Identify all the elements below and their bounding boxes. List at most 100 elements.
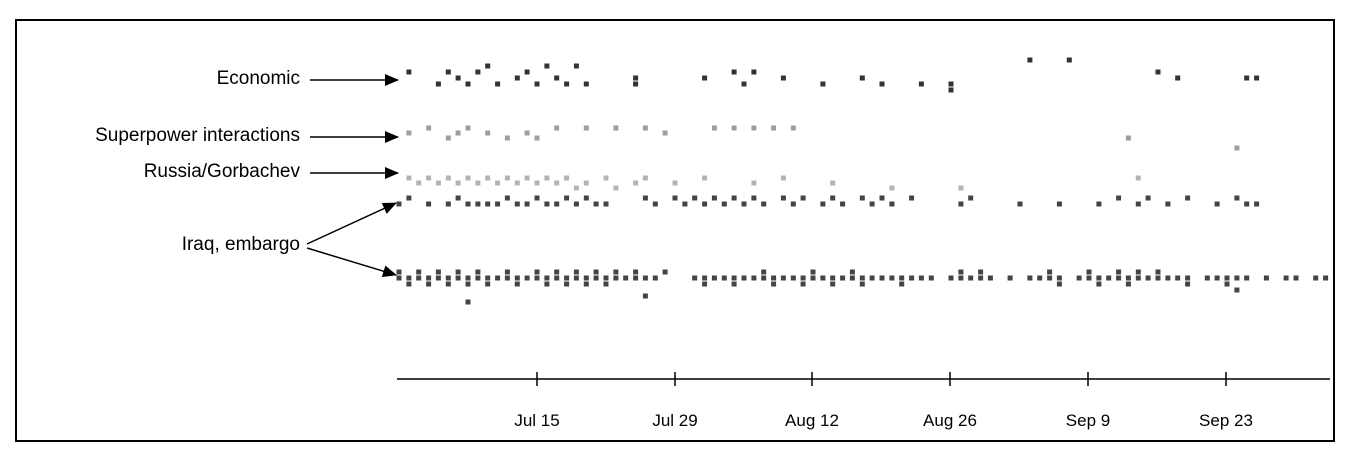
data-point: [741, 275, 747, 281]
data-point: [495, 180, 501, 186]
data-point: [534, 269, 540, 275]
data-point: [1135, 275, 1141, 281]
data-point: [465, 281, 471, 287]
data-point: [889, 185, 895, 191]
data-point: [1037, 275, 1043, 281]
data-point: [721, 275, 727, 281]
data-point: [1234, 145, 1240, 151]
data-point: [859, 281, 865, 287]
data-point: [751, 69, 757, 75]
data-point: [455, 180, 461, 186]
data-point: [1165, 275, 1171, 281]
data-point: [475, 180, 481, 186]
data-point: [780, 175, 786, 181]
chart-frame: [15, 19, 1335, 442]
data-point: [524, 275, 530, 281]
data-point: [573, 275, 579, 281]
data-point: [495, 201, 501, 207]
data-point: [1086, 275, 1092, 281]
data-point: [1214, 201, 1220, 207]
data-point: [514, 201, 520, 207]
data-point: [1076, 275, 1082, 281]
data-point: [1096, 201, 1102, 207]
annotations: Economic Superpower interactions Russia/…: [95, 68, 399, 277]
data-point: [692, 195, 698, 201]
data-point: [495, 81, 501, 87]
x-tick-label: Aug 26: [923, 411, 977, 430]
data-point: [889, 201, 895, 207]
data-point: [909, 275, 915, 281]
data-point: [504, 275, 510, 281]
data-point: [623, 275, 629, 281]
data-point: [603, 201, 609, 207]
data-point: [918, 275, 924, 281]
data-point: [702, 75, 708, 81]
series-russia: [406, 175, 1141, 191]
data-point: [1224, 275, 1230, 281]
data-point: [554, 269, 560, 275]
data-point: [1047, 269, 1053, 275]
data-point: [731, 281, 737, 287]
data-point: [396, 275, 402, 281]
data-point: [475, 69, 481, 75]
data-point: [524, 69, 530, 75]
data-point: [445, 69, 451, 75]
data-point: [771, 281, 777, 287]
data-point: [485, 281, 491, 287]
data-point: [583, 180, 589, 186]
data-point: [583, 125, 589, 131]
data-point: [1007, 275, 1013, 281]
data-point: [800, 275, 806, 281]
data-point: [435, 180, 441, 186]
data-point: [1047, 275, 1053, 281]
data-point: [633, 269, 639, 275]
data-point: [761, 275, 767, 281]
data-point: [603, 175, 609, 181]
data-point: [534, 275, 540, 281]
data-point: [1135, 201, 1141, 207]
data-point: [751, 180, 757, 186]
data-point: [1165, 201, 1171, 207]
data-point: [711, 195, 717, 201]
data-point: [859, 275, 865, 281]
data-point: [731, 275, 737, 281]
data-point: [702, 275, 708, 281]
data-point: [485, 130, 491, 136]
data-point: [534, 81, 540, 87]
data-point: [1017, 201, 1023, 207]
data-point: [445, 275, 451, 281]
series-economic: [406, 57, 1260, 93]
data-point: [879, 275, 885, 281]
data-point: [672, 180, 678, 186]
arrow-iraq-lower: [306, 247, 397, 277]
data-point: [504, 135, 510, 141]
data-point: [583, 275, 589, 281]
data-point: [573, 269, 579, 275]
data-point: [554, 275, 560, 281]
data-point: [485, 63, 491, 69]
data-point: [1096, 275, 1102, 281]
data-point: [662, 130, 668, 136]
data-point: [514, 275, 520, 281]
data-point: [958, 269, 964, 275]
data-point: [465, 299, 471, 305]
data-point: [613, 275, 619, 281]
data-point: [1263, 275, 1269, 281]
data-point: [1096, 281, 1102, 287]
data-point: [1175, 75, 1181, 81]
data-point: [426, 281, 432, 287]
data-point: [642, 125, 648, 131]
data-point: [633, 275, 639, 281]
data-point: [416, 269, 422, 275]
data-point: [1056, 275, 1062, 281]
data-point: [771, 275, 777, 281]
data-point: [958, 185, 964, 191]
data-point: [800, 281, 806, 287]
series-superpower: [406, 125, 1240, 151]
data-point: [642, 195, 648, 201]
data-point: [642, 293, 648, 299]
data-point: [1125, 275, 1131, 281]
data-point: [800, 195, 806, 201]
data-point: [445, 175, 451, 181]
data-point: [544, 281, 550, 287]
